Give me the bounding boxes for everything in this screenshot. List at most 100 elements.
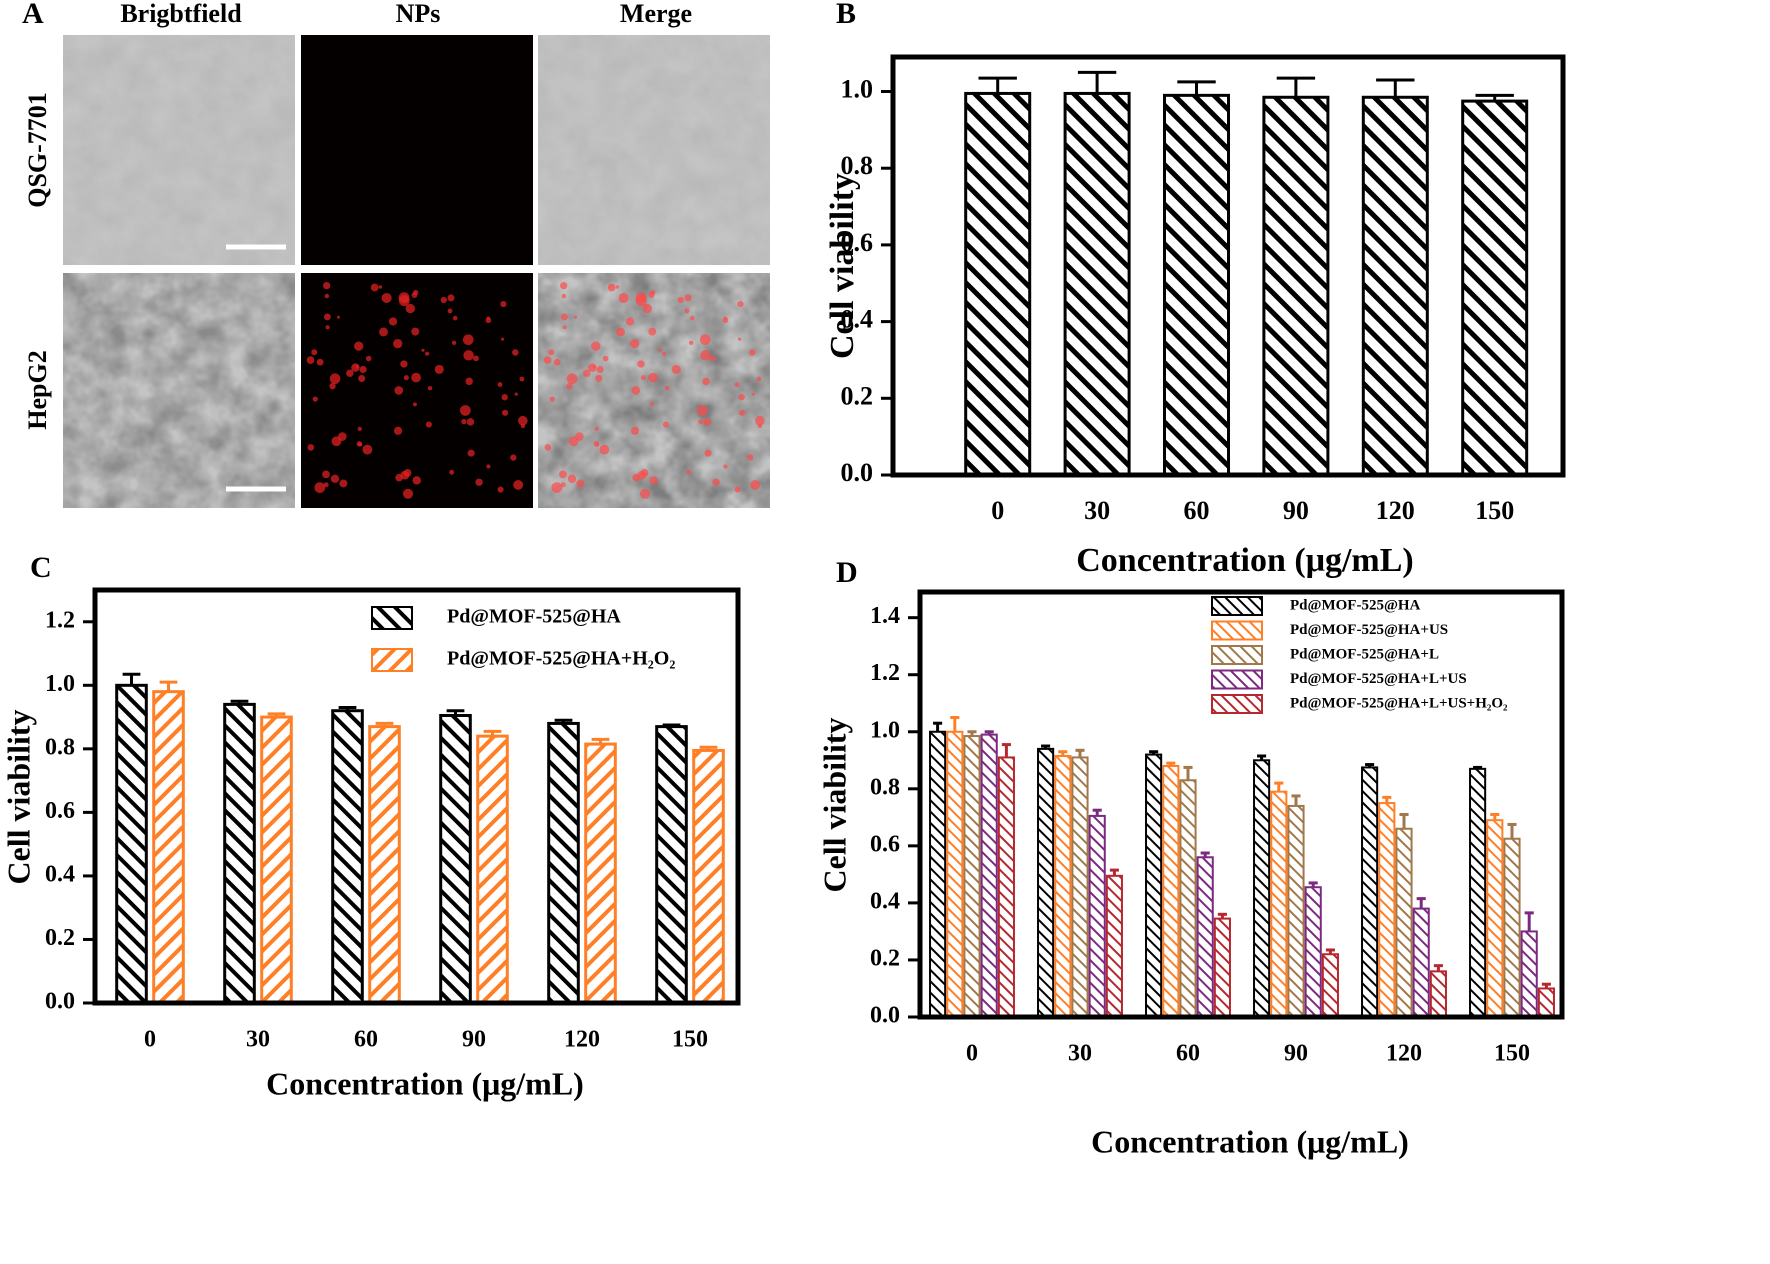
red-spot <box>466 418 475 426</box>
red-spot <box>543 356 552 364</box>
x-axis-title: Concentration (μg/mL) <box>1091 1123 1409 1159</box>
x-tick-label: 0 <box>991 496 1004 525</box>
red-spot <box>595 374 603 383</box>
red-spot <box>451 340 457 345</box>
x-tick-label: 120 <box>1376 496 1415 525</box>
y-tick-label: 0.2 <box>841 381 874 410</box>
bar <box>1196 856 1214 1018</box>
red-spot <box>331 436 342 447</box>
red-spot <box>553 358 561 366</box>
red-spot <box>689 315 695 321</box>
red-spot <box>631 386 641 395</box>
bar <box>1378 802 1396 1019</box>
red-spot <box>602 355 609 362</box>
x-axis-title: Concentration (μg/mL) <box>1076 542 1414 579</box>
red-spot <box>662 421 669 428</box>
legend-swatch <box>1211 620 1263 641</box>
micrograph <box>301 35 533 265</box>
x-tick-label: 0 <box>144 1027 156 1053</box>
legend-label: Pd@MOF-525@HA <box>1290 597 1421 613</box>
red-spot <box>447 294 455 302</box>
red-spot <box>513 479 524 490</box>
red-spot <box>592 365 596 369</box>
red-spot <box>649 402 654 407</box>
red-spot <box>425 351 430 356</box>
red-spot <box>702 377 710 386</box>
red-spot <box>325 325 330 330</box>
bar <box>1503 837 1521 1019</box>
texture <box>63 273 295 508</box>
red-spot <box>712 478 720 486</box>
red-spot <box>379 327 388 337</box>
texture <box>63 35 295 265</box>
red-spot <box>684 308 690 314</box>
red-spot <box>591 341 601 351</box>
red-spot <box>648 327 657 336</box>
y-tick-label: 1.0 <box>870 717 900 743</box>
red-spot <box>640 375 646 381</box>
red-spot <box>560 281 568 290</box>
bar <box>1063 91 1131 477</box>
red-spot <box>467 449 475 457</box>
legend-label: Pd@MOF-525@HA+L <box>1290 646 1439 662</box>
bar <box>1163 93 1230 477</box>
x-tick-label: 150 <box>1475 496 1514 525</box>
red-spot <box>365 355 372 362</box>
x-tick-label: 150 <box>1494 1041 1530 1067</box>
red-spot <box>710 355 716 362</box>
red-spot <box>475 478 483 486</box>
red-spot <box>635 292 647 303</box>
red-spot <box>700 350 711 361</box>
red-spot <box>330 474 340 483</box>
red-spot <box>501 409 509 416</box>
red-spot <box>677 296 684 304</box>
red-spot <box>402 488 414 499</box>
red-spot <box>625 317 635 326</box>
legend-label: Pd@MOF-525@HA <box>447 606 621 628</box>
panel-letter: A <box>22 0 44 30</box>
red-spot <box>750 479 761 490</box>
bar <box>1145 753 1163 1018</box>
y-tick-label: 0.6 <box>45 798 75 824</box>
x-tick-label: 30 <box>246 1027 270 1053</box>
y-tick-label: 1.0 <box>841 74 874 103</box>
bar <box>1262 95 1330 477</box>
red-spot <box>307 444 315 451</box>
x-tick-label: 150 <box>672 1027 708 1053</box>
red-spot <box>465 377 473 386</box>
legend-label: Pd@MOF-525@HA+H₂O₂ <box>447 648 675 670</box>
red-spot <box>324 293 330 299</box>
red-spot <box>497 382 503 387</box>
red-spot <box>501 394 508 401</box>
y-tick-label: 0.4 <box>870 888 900 914</box>
bar <box>260 715 293 1005</box>
red-spot <box>560 482 566 488</box>
red-spot <box>618 292 629 303</box>
red-spot <box>648 292 655 299</box>
y-tick-label: 0.4 <box>45 861 75 887</box>
bar <box>946 730 964 1018</box>
bar <box>1486 819 1504 1019</box>
bar <box>655 725 688 1005</box>
red-spot <box>452 315 458 321</box>
red-spot <box>734 486 741 493</box>
red-spot <box>411 372 421 383</box>
red-spot <box>723 464 728 469</box>
red-spot <box>518 415 528 426</box>
red-spot <box>738 394 745 401</box>
red-spot <box>648 372 658 383</box>
red-spot <box>514 392 518 396</box>
red-spot <box>355 365 359 369</box>
red-spot <box>671 364 681 374</box>
red-spot <box>749 349 756 356</box>
panel-letter: B <box>836 0 856 30</box>
red-spot <box>405 303 415 314</box>
red-spot <box>704 449 712 457</box>
y-tick-label: 0.2 <box>870 945 900 971</box>
red-spot <box>393 426 403 435</box>
red-spot <box>388 317 398 326</box>
bar <box>1361 766 1379 1018</box>
red-spot <box>576 479 585 488</box>
red-spot <box>737 300 744 308</box>
red-spot <box>738 409 746 416</box>
